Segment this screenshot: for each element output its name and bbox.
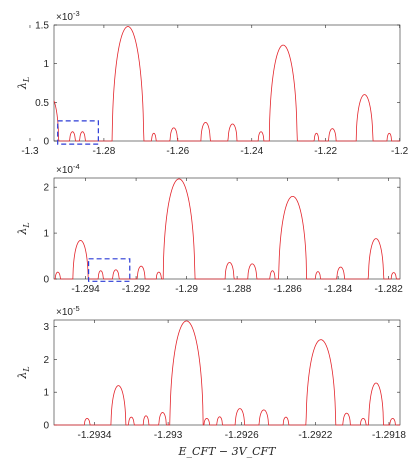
x-tick-label: -1.2922 bbox=[298, 430, 332, 441]
plot-frame bbox=[53, 177, 401, 280]
y-axis-label: λL bbox=[16, 222, 31, 235]
x-tick-label: -1.292 bbox=[122, 284, 151, 295]
x-tick-label: -1.2934 bbox=[78, 430, 112, 441]
chart-panel-top: -1.3 -1.28 -1.26 -1.24 -1.22 -1.2 0 0.5 1 1.5 ×10-… bbox=[16, 9, 409, 157]
chart-panel-bottom: -1.2934 -1.293 -1.2926 -1.2922 -1.2918 0 1 2 3 ×1… bbox=[16, 304, 406, 458]
y-multiplier-base: ×10 bbox=[56, 165, 73, 176]
chart-panel-middle: -1.294 -1.292 -1.29 -1.288 -1.286 -1.284 -1.28… bbox=[16, 162, 403, 295]
x-tick-label: -1.22 bbox=[314, 146, 337, 157]
x-tick-label: -1.28 bbox=[93, 146, 116, 157]
x-tick-label: -1.286 bbox=[273, 284, 302, 295]
y-tick-label: 0 bbox=[43, 275, 49, 286]
y-axis-label-sub: L bbox=[22, 77, 31, 83]
x-tick-label: -1.293 bbox=[154, 430, 183, 441]
y-multiplier-exponent: -5 bbox=[73, 304, 80, 313]
y-multiplier: ×10-3 bbox=[56, 9, 80, 23]
x-tick-label: -1.2926 bbox=[225, 430, 259, 441]
y-multiplier: ×10-4 bbox=[56, 162, 80, 176]
y-tick-label: 2 bbox=[43, 355, 49, 366]
x-tick-label: -1.29 bbox=[175, 284, 198, 295]
y-tick-label: 2 bbox=[43, 183, 49, 194]
plot-frame bbox=[53, 24, 401, 142]
y-axis-label-main: λ bbox=[16, 372, 29, 380]
y-multiplier-exponent: -3 bbox=[73, 9, 80, 18]
x-tick-label: -1.24 bbox=[240, 146, 263, 157]
y-tick-label: 3 bbox=[43, 322, 49, 333]
y-tick-label: 0 bbox=[43, 137, 49, 148]
y-multiplier-base: ×10 bbox=[56, 12, 73, 23]
y-axis-label-sub: L bbox=[22, 366, 31, 372]
x-tick-label: -1.3 bbox=[21, 146, 39, 157]
y-multiplier: ×10-5 bbox=[56, 304, 80, 318]
y-axis-label-main: λ bbox=[16, 228, 29, 236]
series-line bbox=[54, 320, 400, 426]
x-tick-label: -1.2918 bbox=[372, 430, 406, 441]
x-tick-label: -1.288 bbox=[223, 284, 252, 295]
x-tick-label: -1.282 bbox=[374, 284, 403, 295]
x-axis-label: E_CFT − 3V_CFT bbox=[178, 445, 278, 458]
x-tick-label: -1.284 bbox=[324, 284, 353, 295]
y-tick-label: 1 bbox=[43, 229, 49, 240]
y-tick-label: 1 bbox=[43, 59, 49, 70]
y-tick-label: 0.5 bbox=[35, 98, 49, 109]
x-tick-label: -1.26 bbox=[166, 146, 189, 157]
series-line bbox=[53, 26, 400, 142]
y-tick-label: 1.5 bbox=[35, 21, 49, 32]
plot-frame bbox=[53, 319, 401, 426]
y-axis-label-main: λ bbox=[16, 82, 29, 90]
y-axis-label-sub: L bbox=[22, 222, 31, 228]
y-axis-label: λL bbox=[16, 366, 31, 379]
series-line bbox=[54, 178, 400, 280]
x-tick-label: -1.294 bbox=[71, 284, 100, 295]
y-axis-label: λL bbox=[16, 77, 31, 90]
zoom-region-box bbox=[57, 120, 99, 145]
y-multiplier-base: ×10 bbox=[56, 307, 73, 318]
zoom-region-box bbox=[87, 258, 131, 282]
y-tick-label: 1 bbox=[43, 388, 49, 399]
y-tick-label: 0 bbox=[43, 421, 49, 432]
x-tick-label: -1.2 bbox=[391, 146, 409, 157]
y-multiplier-exponent: -4 bbox=[73, 162, 80, 171]
